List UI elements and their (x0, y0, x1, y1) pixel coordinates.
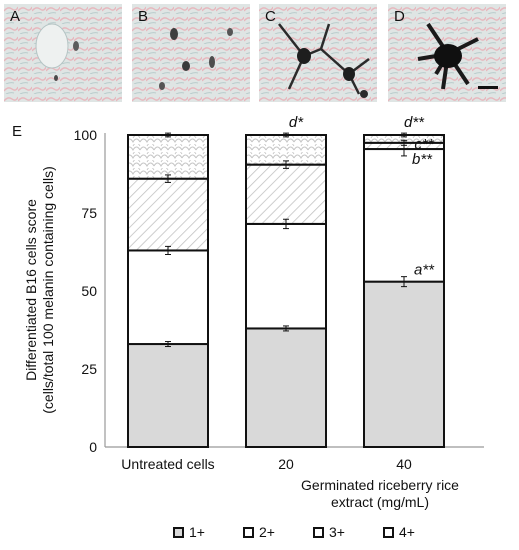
error-bar (165, 341, 171, 348)
panel-label-d: D (394, 8, 405, 25)
panel-label-a: A (10, 8, 21, 25)
legend-label: 1+ (189, 524, 205, 540)
error-bar (283, 160, 289, 169)
x-tick-label: 20 (278, 456, 294, 472)
significance-annotation: d** (404, 114, 425, 131)
legend-item: 4+ (383, 522, 415, 542)
x-tick-label: Untreated cells (121, 456, 214, 472)
error-bar (283, 132, 289, 138)
error-bar (283, 218, 289, 230)
y-axis-title-line2: (cells/total 100 melanin containing cell… (40, 166, 56, 413)
x-axis-title-line1: Germinated riceberry rice (301, 477, 459, 493)
scale-bar (478, 86, 498, 89)
y-tick-label: 0 (89, 439, 97, 455)
error-bar (401, 139, 407, 146)
legend-swatch (243, 526, 254, 538)
legend-swatch (313, 526, 324, 538)
micrograph-c-image (259, 4, 377, 102)
significance-annotation: b** (412, 151, 433, 168)
legend-item: 1+ (173, 522, 205, 542)
micrograph-d-image (388, 4, 506, 102)
error-bar (165, 174, 171, 183)
chart-legend: 1+ 2+ 3+ 4+ (0, 522, 519, 544)
y-axis-title: Differentiated B16 cells score (cells/to… (23, 166, 56, 413)
micrograph-d: D (388, 4, 506, 102)
significance-annotation: d* (289, 114, 304, 131)
y-tick-label: 50 (81, 283, 97, 299)
bar-segment-4plus (245, 134, 327, 166)
legend-item: 3+ (313, 522, 345, 542)
bar-segment-1plus (363, 280, 445, 449)
error-bar (401, 276, 407, 288)
legend-label: 4+ (399, 524, 415, 540)
micrograph-a: A (4, 4, 122, 102)
bar-segment-3plus (127, 177, 209, 252)
micrograph-c: C (259, 4, 377, 102)
x-tick-label: 40 (396, 456, 412, 472)
error-bar (165, 132, 171, 138)
panel-label-c: C (265, 8, 276, 25)
bar-segment-2plus (127, 249, 209, 346)
significance-annotation: a** (414, 262, 435, 279)
micrograph-a-image (4, 4, 122, 102)
error-bar (401, 132, 407, 138)
bar-segment-1plus (127, 343, 209, 449)
bar-segment-2plus (245, 222, 327, 330)
micrograph-b-image (132, 4, 250, 102)
error-bar (165, 245, 171, 255)
significance-annotation: c** (414, 136, 434, 153)
legend-swatch (383, 526, 394, 538)
y-tick-label: 25 (81, 361, 97, 377)
bar-segment-1plus (245, 327, 327, 448)
bar-segment-3plus (245, 163, 327, 225)
panel-label-e: E (12, 123, 22, 140)
bar-segment-4plus (127, 134, 209, 180)
panel-label-b: B (138, 8, 149, 25)
error-bar (283, 325, 289, 332)
legend-item: 2+ (243, 522, 275, 542)
x-axis-title-line2: extract (mg/mL) (331, 494, 429, 510)
legend-swatch (173, 526, 184, 538)
legend-label: 3+ (329, 524, 345, 540)
legend-label: 2+ (259, 524, 275, 540)
micrograph-b: B (132, 4, 250, 102)
stacked-bar-chart: E Differentiated B16 cells score (cells/… (12, 114, 484, 510)
y-tick-label: 75 (81, 205, 97, 221)
y-tick-label: 100 (74, 127, 98, 143)
plot-area: 0 25 50 75 100 Untreated cells 20 40 a** b**c** d*… (74, 114, 484, 472)
y-axis-title-line1: Differentiated B16 cells score (23, 199, 39, 381)
